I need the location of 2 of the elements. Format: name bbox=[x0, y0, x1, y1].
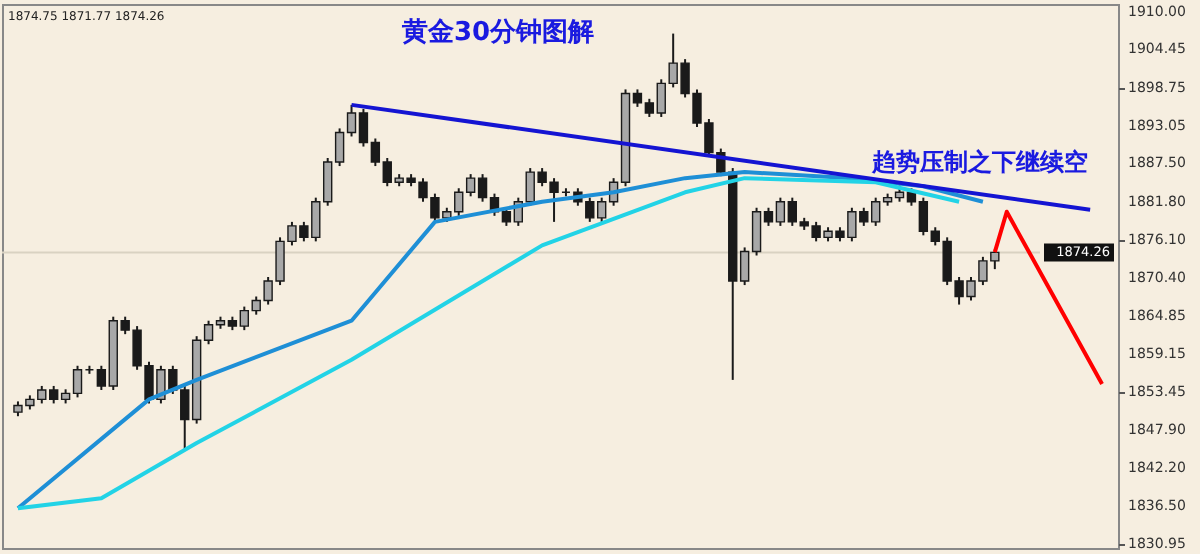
text: 黄金30分钟图解 bbox=[400, 18, 595, 48]
annotation: 趋势压制之下继续空 bbox=[870, 148, 1088, 176]
